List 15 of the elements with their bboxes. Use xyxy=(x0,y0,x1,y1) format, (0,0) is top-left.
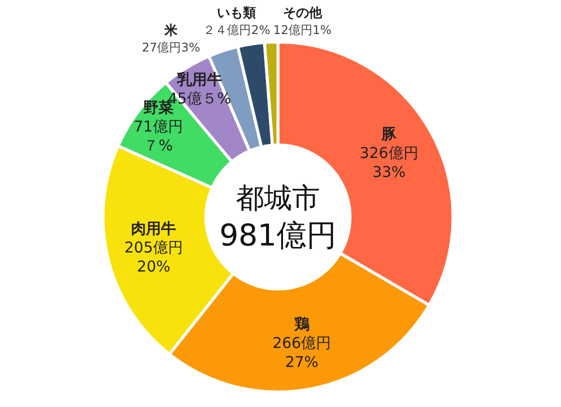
data-label: 71億円７% xyxy=(134,118,183,155)
data-label: 27億円3% xyxy=(142,40,200,54)
slice-label: 鶏 xyxy=(293,314,310,333)
slice-label: いも類 xyxy=(217,6,256,22)
slice-label: その他 xyxy=(282,6,323,21)
data-label: 266億円27% xyxy=(272,334,332,371)
slice-label: 豚 xyxy=(380,125,398,144)
data-label: 326億円33% xyxy=(360,144,418,182)
data-label: 205億円20% xyxy=(124,238,184,276)
text: 都城市 xyxy=(236,182,320,214)
slice-label: 米 xyxy=(164,23,179,38)
data-label: ２４億円2% xyxy=(203,23,270,38)
data-label: 12億円1% xyxy=(273,23,332,37)
text: 981億円 xyxy=(219,218,337,254)
slice-label: 肉用牛 xyxy=(131,220,176,238)
